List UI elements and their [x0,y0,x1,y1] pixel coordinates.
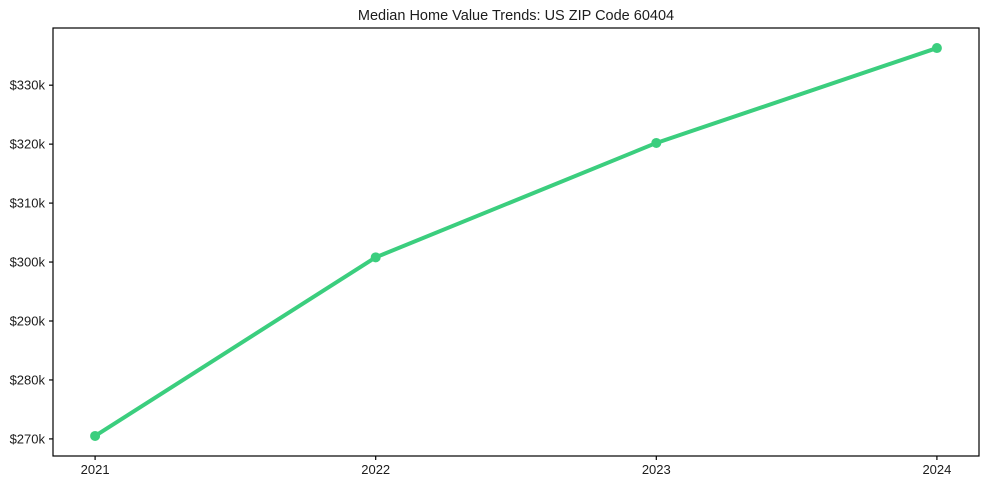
chart-title: Median Home Value Trends: US ZIP Code 60… [358,8,674,24]
data-point-marker [931,43,942,54]
y-tick-label: $320k [10,137,46,152]
y-tick-label: $280k [10,372,46,387]
y-tick-label: $330k [10,78,46,93]
y-tick-label: $300k [10,255,46,270]
y-tick-label: $290k [10,313,46,328]
data-point-marker [651,137,662,148]
plot-area: $270k $280k $290k $300k $310k $320k $330k 2021 2… [10,27,980,477]
trend-line [93,46,939,438]
y-tick-label: $270k [10,431,46,446]
plot-border [52,27,980,457]
x-tick-label: 2024 [922,462,951,477]
data-point-marker [90,430,101,441]
data-point-marker [370,252,381,263]
y-tick-label: $310k [10,196,46,211]
x-tick-label: 2023 [642,462,671,477]
x-tick-label: 2021 [81,462,110,477]
x-tick-label: 2022 [361,462,390,477]
